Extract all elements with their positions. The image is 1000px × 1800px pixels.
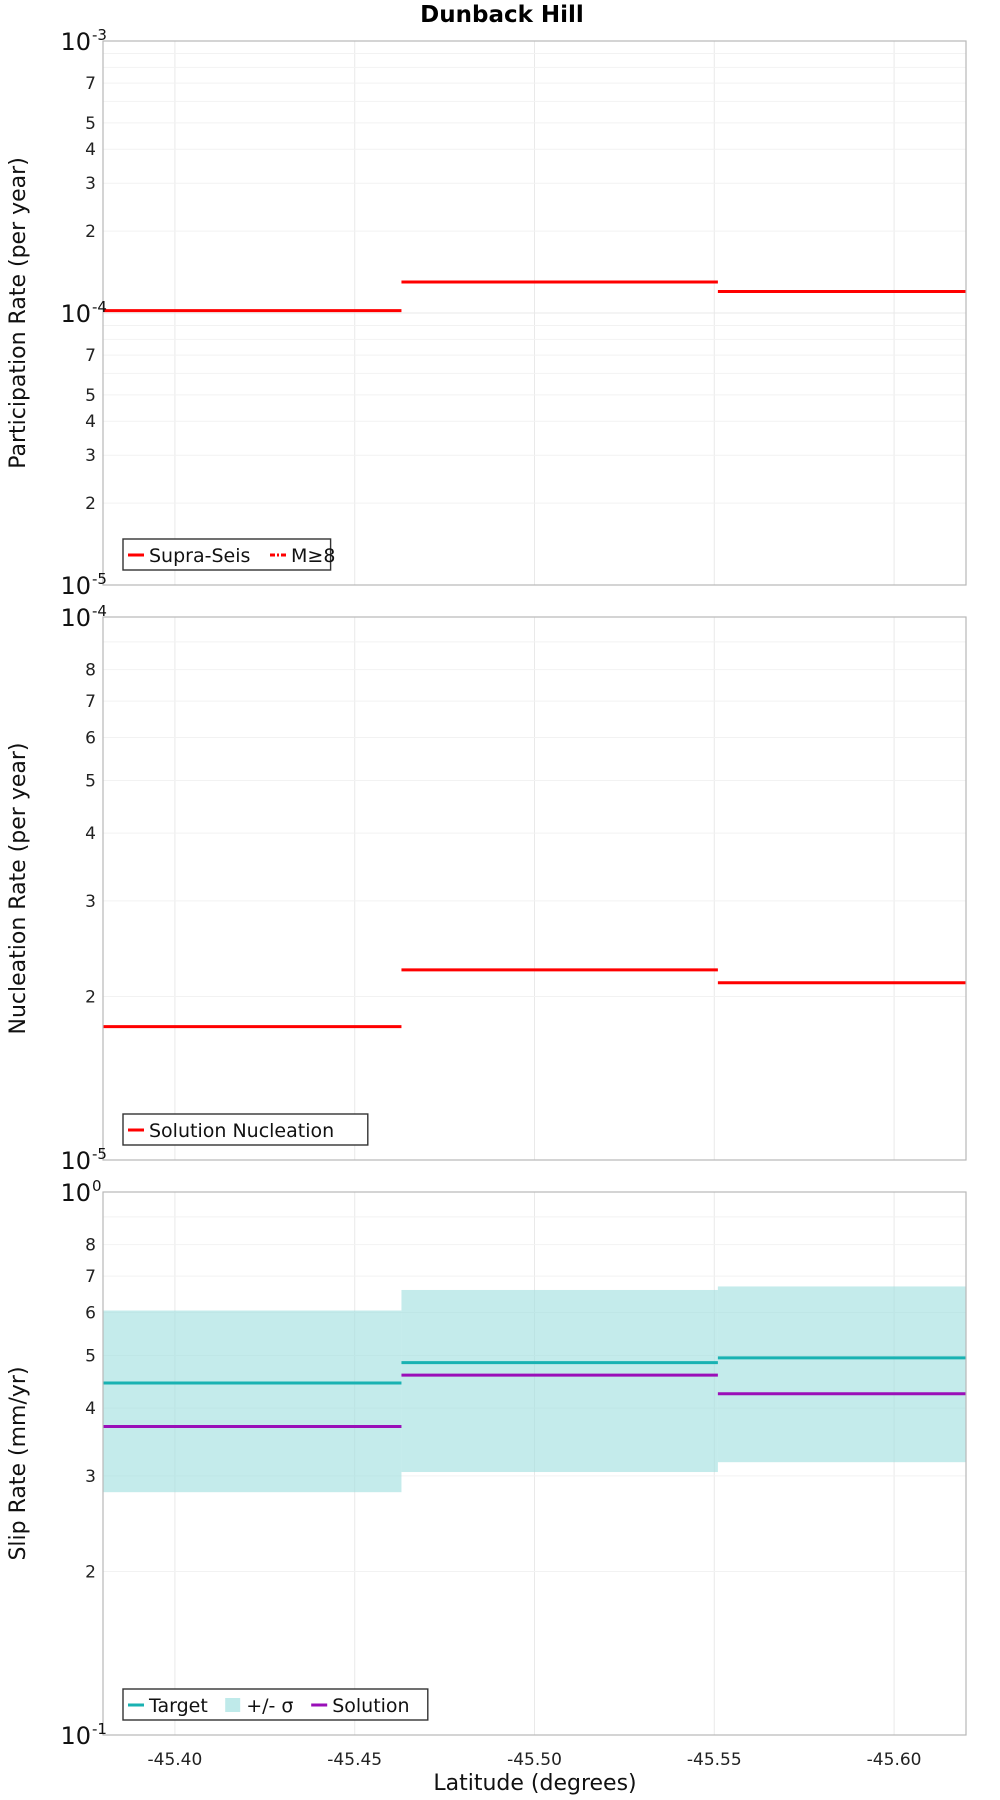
legend-label-sigma: +/- σ: [246, 1695, 293, 1717]
x-tick-label: -45.45: [327, 1750, 382, 1770]
y-tick-label: 2: [85, 1563, 96, 1583]
sigma-band-segment: [717, 1286, 966, 1463]
legend-label-solution: Solution: [332, 1695, 409, 1717]
y-axis-label: Participation Rate (per year): [6, 157, 31, 469]
y-tick-label: 5: [85, 386, 96, 406]
y-major-tick-label: 10: [60, 1147, 91, 1175]
y-major-tick-exponent: -3: [92, 26, 107, 44]
panel-frame: [102, 616, 967, 1161]
y-tick-label: 4: [85, 412, 96, 432]
y-major-tick-exponent: -4: [92, 298, 107, 316]
y-major-tick-exponent: -4: [92, 602, 107, 620]
legend-label-supra-seis: Supra-Seis: [149, 545, 250, 567]
sigma-band-segment: [103, 1310, 402, 1493]
y-major-tick-label: 10: [60, 604, 91, 632]
x-axis-label: Latitude (degrees): [433, 1771, 636, 1796]
legend-box: [122, 1113, 369, 1146]
y-major-tick-label: 10: [60, 1722, 91, 1750]
y-tick-label: 7: [85, 1267, 96, 1287]
chart-title: Dunback Hill: [420, 2, 584, 28]
y-tick-label: 7: [85, 692, 96, 712]
y-tick-label: 8: [85, 661, 96, 681]
panel-frame: [102, 1191, 967, 1736]
y-major-tick-label: 10: [60, 572, 91, 600]
y-tick-label: 3: [85, 174, 96, 194]
y-tick-label: 6: [85, 728, 96, 748]
x-tick-label: -45.40: [148, 1750, 203, 1770]
y-tick-label: 4: [85, 140, 96, 160]
y-tick-label: 5: [85, 771, 96, 791]
x-tick-label: -45.55: [687, 1750, 742, 1770]
y-tick-label: 5: [85, 1346, 96, 1366]
panel-frame: [102, 40, 967, 586]
y-tick-label: 6: [85, 1303, 96, 1323]
y-major-tick-label: 10: [60, 28, 91, 56]
legend-label-solution-nucleation: Solution Nucleation: [149, 1120, 334, 1142]
y-major-tick-exponent: -1: [92, 1720, 107, 1738]
y-tick-label: 2: [85, 222, 96, 242]
y-tick-label: 3: [85, 446, 96, 466]
y-tick-label: 8: [85, 1236, 96, 1256]
y-tick-label: 3: [85, 892, 96, 912]
y-major-tick-exponent: -5: [92, 1145, 107, 1163]
y-tick-label: 4: [85, 1399, 96, 1419]
x-tick-label: -45.60: [867, 1750, 922, 1770]
y-major-tick-exponent: 0: [92, 1177, 102, 1195]
y-tick-label: 2: [85, 988, 96, 1008]
y-tick-label: 3: [85, 1467, 96, 1487]
x-tick-label: -45.50: [507, 1750, 562, 1770]
legend-label-target: Target: [148, 1695, 208, 1717]
legend: Target +/- σ Solution: [122, 1688, 429, 1721]
sigma-band-segment: [401, 1289, 718, 1473]
y-major-tick-label: 10: [60, 1179, 91, 1207]
y-tick-label: 2: [85, 494, 96, 514]
legend: Solution Nucleation: [122, 1113, 369, 1146]
legend-swatch-sigma: [225, 1698, 241, 1712]
y-axis-label: Nucleation Rate (per year): [6, 743, 31, 1035]
legend-label-m-8: M≥8: [291, 545, 335, 567]
legend: Supra-Seis M≥8: [122, 538, 335, 571]
legend-box: [122, 538, 332, 571]
y-tick-label: 7: [85, 74, 96, 94]
y-major-tick-exponent: -5: [92, 570, 107, 588]
y-tick-label: 7: [85, 346, 96, 366]
y-tick-label: 5: [85, 114, 96, 134]
legend-box: [122, 1688, 429, 1721]
y-axis-label: Slip Rate (mm/yr): [6, 1366, 31, 1560]
y-major-tick-label: 10: [60, 300, 91, 328]
y-tick-label: 4: [85, 824, 96, 844]
x-axis: -45.40 -45.45 -45.50 -45.55 -45.60: [148, 1750, 922, 1770]
